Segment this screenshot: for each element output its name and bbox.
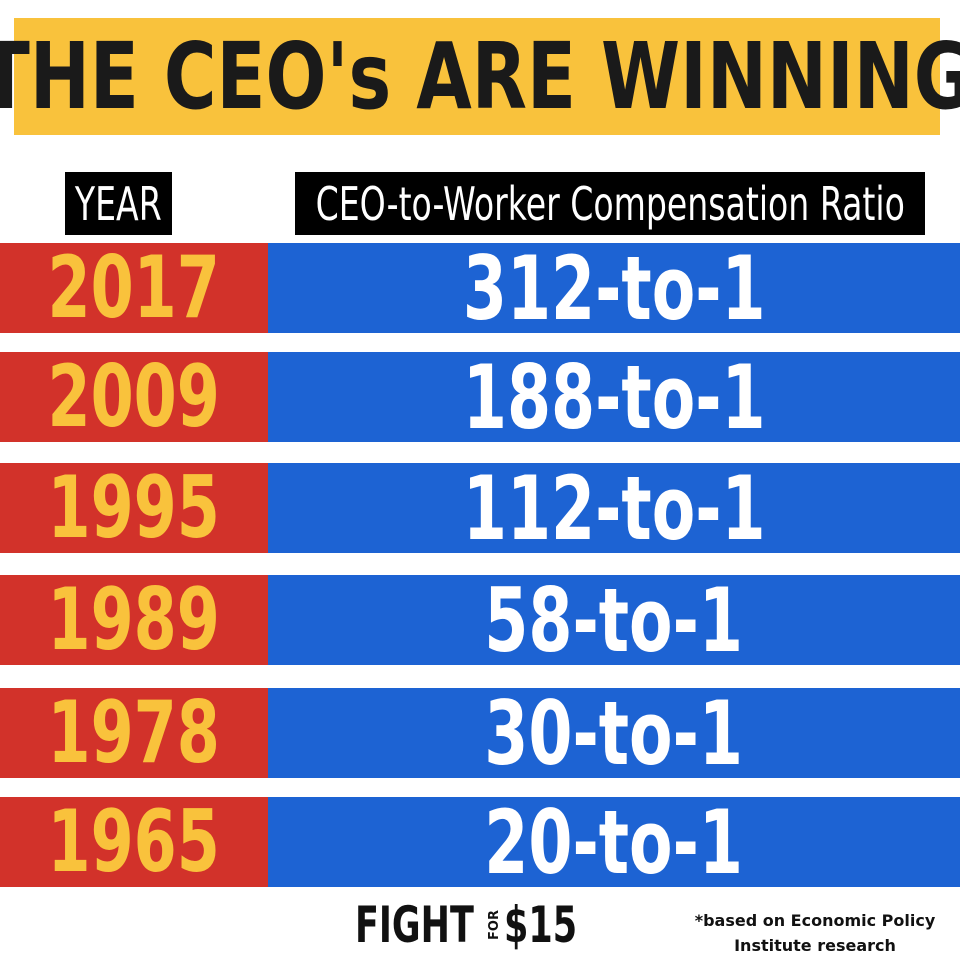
ratio-cell: 58-to-1 bbox=[268, 569, 960, 672]
title-banner: THE CEO's ARE WINNING bbox=[0, 18, 960, 135]
logo-15: $15 bbox=[503, 896, 577, 954]
title: THE CEO's ARE WINNING bbox=[0, 23, 960, 130]
footnote-line: *based on Economic Policy bbox=[694, 911, 936, 930]
header-ratio: CEO-to-Worker Compensation Ratio bbox=[315, 176, 905, 231]
year-cell: 1995 bbox=[0, 458, 268, 558]
year-cell: 2009 bbox=[0, 347, 268, 447]
ratio-cell: 20-to-1 bbox=[268, 791, 960, 894]
year: 2017 bbox=[47, 238, 221, 338]
year: 1965 bbox=[47, 792, 221, 892]
year-cell: 1978 bbox=[0, 683, 268, 783]
footnote-line: Institute research bbox=[734, 936, 896, 955]
ratio: 30-to-1 bbox=[484, 681, 744, 785]
year-cell: 1989 bbox=[0, 570, 268, 670]
table-row: 1995 112-to-1 bbox=[0, 457, 960, 560]
table-row: 1978 30-to-1 bbox=[0, 682, 960, 785]
year-cell: 1965 bbox=[0, 792, 268, 892]
logo-for: FOR bbox=[486, 910, 502, 940]
ratio: 312-to-1 bbox=[462, 236, 766, 340]
logo-fight: FIGHT bbox=[355, 896, 474, 954]
ratio: 188-to-1 bbox=[462, 345, 766, 449]
ratio: 112-to-1 bbox=[462, 456, 766, 560]
ratio-cell: 112-to-1 bbox=[268, 457, 960, 560]
logo: FIGHT FOR $15 bbox=[355, 895, 608, 955]
year: 2009 bbox=[47, 347, 221, 447]
ratio-cell: 30-to-1 bbox=[268, 682, 960, 785]
year: 1989 bbox=[47, 570, 221, 670]
header-cell: CEO-to-Worker Compensation Ratio bbox=[295, 172, 925, 235]
year: 1978 bbox=[47, 683, 221, 783]
ratio-cell: 188-to-1 bbox=[268, 346, 960, 449]
ratio-cell: 312-to-1 bbox=[268, 237, 960, 340]
ratio: 58-to-1 bbox=[484, 568, 744, 672]
year: 1995 bbox=[47, 458, 221, 558]
table-row: 1989 58-to-1 bbox=[0, 569, 960, 672]
header-year: YEAR bbox=[75, 176, 162, 231]
footnote: *based on Economic Policy Institute rese… bbox=[680, 908, 950, 958]
header-cell: YEAR bbox=[65, 172, 172, 235]
ratio: 20-to-1 bbox=[484, 790, 744, 894]
table-row: 1965 20-to-1 bbox=[0, 791, 960, 894]
table-row: 2017 312-to-1 bbox=[0, 237, 960, 340]
year-cell: 2017 bbox=[0, 238, 268, 338]
table-row: 2009 188-to-1 bbox=[0, 346, 960, 449]
